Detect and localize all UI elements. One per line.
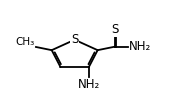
Text: CH₃: CH₃ xyxy=(15,37,35,47)
Text: NH₂: NH₂ xyxy=(129,40,151,53)
Text: S: S xyxy=(71,33,78,46)
Text: NH₂: NH₂ xyxy=(78,78,100,91)
Text: S: S xyxy=(112,23,119,36)
